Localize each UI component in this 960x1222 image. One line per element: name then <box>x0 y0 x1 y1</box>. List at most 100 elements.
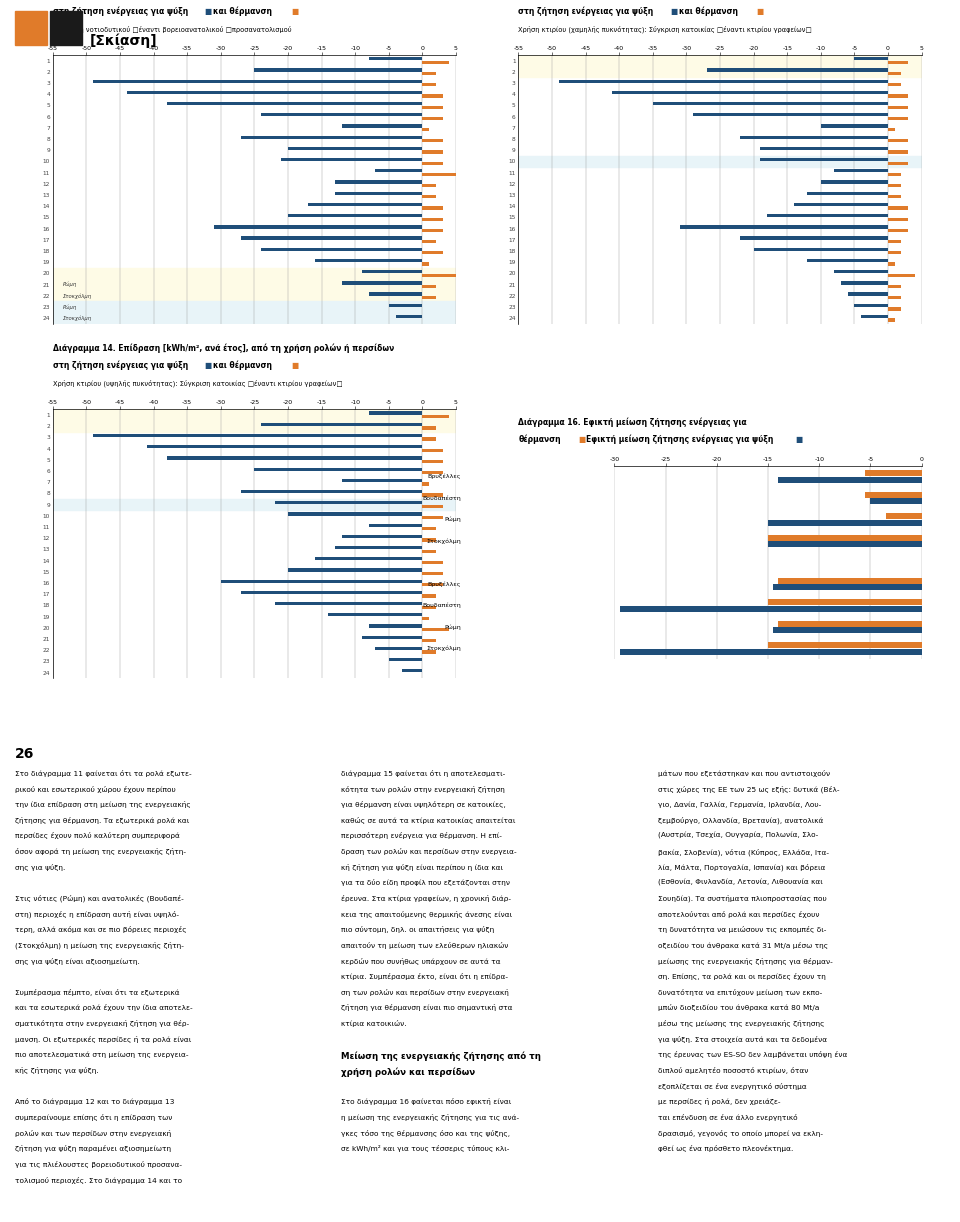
Bar <box>315 557 422 561</box>
Bar <box>422 240 436 243</box>
Bar <box>888 274 915 277</box>
Bar <box>888 161 908 165</box>
Text: σης για ψύξη.: σης για ψύξη. <box>15 864 65 871</box>
Text: (Εσθονία, Φινλανδία, Λετονία, Λιθουανία και: (Εσθονία, Φινλανδία, Λετονία, Λιθουανία … <box>658 880 823 886</box>
Bar <box>254 468 422 470</box>
Bar <box>834 270 888 274</box>
Text: μάτων που εξετάστηκαν και που αντιστοιχούν: μάτων που εξετάστηκαν και που αντιστοιχο… <box>658 770 829 777</box>
Bar <box>261 248 422 251</box>
Bar <box>422 494 443 497</box>
Text: Μείωση της ενεργειακής ζήτησης από τη: Μείωση της ενεργειακής ζήτησης από τη <box>341 1051 540 1061</box>
Bar <box>53 409 456 420</box>
Text: Από το διάγραμμα 12 και το διάγραμμα 13: Από το διάγραμμα 12 και το διάγραμμα 13 <box>15 1099 175 1106</box>
Text: γκες τόσο της θέρμανσης όσο και της ψύξης,: γκες τόσο της θέρμανσης όσο και της ψύξη… <box>341 1129 510 1136</box>
Text: όσον αφορά τη μείωση της ενεργειακής ζήτη-: όσον αφορά τη μείωση της ενεργειακής ζήτ… <box>15 848 186 855</box>
Text: για θέρμανση είναι υψηλότερη σε κατοικίες,: για θέρμανση είναι υψηλότερη σε κατοικίε… <box>341 802 506 808</box>
Bar <box>335 192 422 194</box>
Text: κτίρια κατοικιών.: κτίρια κατοικιών. <box>341 1020 406 1028</box>
Bar <box>288 214 422 218</box>
Bar <box>342 281 422 285</box>
Text: Διάγραμμα 14. Επίδραση [kWh/m², ανά έτος], από τη χρήση ρολών ή περσίδων: Διάγραμμα 14. Επίδραση [kWh/m², ανά έτος… <box>53 343 394 353</box>
Text: την ίδια επίδραση στη μείωση της ενεργειακής: την ίδια επίδραση στη μείωση της ενεργει… <box>15 802 191 808</box>
Bar <box>760 158 888 161</box>
Bar <box>369 624 422 628</box>
Text: δυνατότητα να επιτύχουν μείωση των εκπο-: δυνατότητα να επιτύχουν μείωση των εκπο- <box>658 989 822 996</box>
Text: στις χώρες της ΕΕ των 25 ως εξής: δυτικά (Βέλ-: στις χώρες της ΕΕ των 25 ως εξής: δυτικά… <box>658 786 839 793</box>
Text: Βουδαπέστη: Βουδαπέστη <box>422 495 461 501</box>
Bar <box>422 527 436 530</box>
Text: Σύγκριση νοτιοδυτικού □έναντι βορειοανατολικού □προσανατολισμού: Σύγκριση νοτιοδυτικού □έναντι βορειοανατ… <box>53 26 292 33</box>
Bar <box>888 207 908 210</box>
Bar <box>275 501 422 505</box>
Text: έρευνα. Στα κτίρια γραφείων, η χρονική διάρ-: έρευνα. Στα κτίρια γραφείων, η χρονική δ… <box>341 895 511 902</box>
Text: της έρευνας των ES-SO δεν λαμβάνεται υπόψη ένα: της έρευνας των ES-SO δεν λαμβάνεται υπό… <box>658 1051 847 1058</box>
Text: Διάγραμμα 16. Εφικτή μείωση ζήτησης ενέργειας για: Διάγραμμα 16. Εφικτή μείωση ζήτησης ενέρ… <box>518 417 747 426</box>
Text: ται επένδυση σε ένα άλλο ενεργητικό: ται επένδυση σε ένα άλλο ενεργητικό <box>658 1114 797 1121</box>
Text: περισσότερη ενέργεια για θέρμανση. Η επί-: περισσότερη ενέργεια για θέρμανση. Η επί… <box>341 832 502 840</box>
Bar <box>807 192 888 194</box>
Text: σης για ψύξη είναι αξιοσημείωτη.: σης για ψύξη είναι αξιοσημείωτη. <box>15 958 140 964</box>
Bar <box>254 68 422 72</box>
Bar <box>422 539 436 541</box>
Bar <box>619 649 922 655</box>
Text: Στο διάγραμμα 16 φαίνεται πόσο εφικτή είναι: Στο διάγραμμα 16 φαίνεται πόσο εφικτή εί… <box>341 1099 511 1106</box>
Text: με περσίδες ή ρολά, δεν χρειάζε-: με περσίδες ή ρολά, δεν χρειάζε- <box>658 1099 780 1106</box>
Text: ζήτηση για ψύξη παραμένει αξιοσημείωτη: ζήτηση για ψύξη παραμένει αξιοσημείωτη <box>15 1145 172 1152</box>
Text: αποτελούνται από ρολά και περσίδες έχουν: αποτελούνται από ρολά και περσίδες έχουν <box>658 910 819 918</box>
Bar <box>422 252 443 254</box>
Bar <box>375 646 422 650</box>
Text: δρασισμό, γεγονός το οποίο μπορεί να εκλη-: δρασισμό, γεγονός το οποίο μπορεί να εκλ… <box>658 1129 823 1136</box>
Bar <box>288 512 422 516</box>
Bar <box>888 72 901 76</box>
Text: Βρυξέλλες: Βρυξέλλες <box>427 474 461 479</box>
Bar <box>773 584 922 590</box>
Bar <box>147 445 422 448</box>
Text: μείωσης της ενεργειακής ζήτησης για θέρμαν-: μείωσης της ενεργειακής ζήτησης για θέρμ… <box>658 958 832 964</box>
Bar <box>779 621 922 627</box>
Bar <box>422 516 443 519</box>
Bar <box>841 281 888 285</box>
Bar <box>871 499 922 505</box>
Bar <box>422 448 443 452</box>
Bar <box>422 628 449 632</box>
Text: κτίρια. Συμπέρασμα έκτο, είναι ότι η επίδρα-: κτίρια. Συμπέρασμα έκτο, είναι ότι η επί… <box>341 973 508 980</box>
Bar <box>768 643 922 649</box>
Bar <box>888 94 908 98</box>
Bar <box>53 499 456 511</box>
Bar <box>241 136 422 139</box>
Text: ■: ■ <box>756 7 764 16</box>
Bar <box>422 94 443 98</box>
Bar <box>369 292 422 296</box>
Bar <box>760 147 888 150</box>
Text: Χρήση κτιρίου (χαμηλής πυκνότητας): Σύγκριση κατοικίας □έναντι κτιρίου γραφείων□: Χρήση κτιρίου (χαμηλής πυκνότητας): Σύγκ… <box>518 26 812 33</box>
Bar <box>619 606 922 612</box>
Bar <box>422 426 436 430</box>
Text: (Στοκχόλμη) η μείωση της ενεργειακής ζήτη-: (Στοκχόλμη) η μείωση της ενεργειακής ζήτ… <box>15 942 184 949</box>
Text: απαιτούν τη μείωση των ελεύθερων ηλιακών: απαιτούν τη μείωση των ελεύθερων ηλιακών <box>341 942 508 949</box>
Bar <box>768 599 922 605</box>
Bar <box>422 483 429 485</box>
Bar <box>402 670 422 672</box>
Text: Συμπέρασμα πέμπτο, είναι ότι τα εξωτερικά: Συμπέρασμα πέμπτο, είναι ότι τα εξωτερικ… <box>15 989 180 996</box>
Bar <box>422 606 436 609</box>
Bar <box>241 490 422 494</box>
Bar <box>422 550 436 552</box>
Text: Ρώμη: Ρώμη <box>444 517 461 522</box>
Bar <box>93 79 422 83</box>
Text: 26: 26 <box>15 748 35 761</box>
Bar <box>422 505 443 508</box>
Text: Ρώμη: Ρώμη <box>62 304 77 310</box>
Text: και θέρμανση: και θέρμανση <box>213 6 272 16</box>
Bar <box>221 579 422 583</box>
Text: πιο σύντομη, δηλ. οι απαιτήσεις για ψύξη: πιο σύντομη, δηλ. οι απαιτήσεις για ψύξη <box>341 926 494 934</box>
Text: ■: ■ <box>670 7 678 16</box>
Bar <box>680 225 888 229</box>
Text: ■: ■ <box>204 362 212 370</box>
Text: ση των ρολών και περσίδων στην ενεργειακή: ση των ρολών και περσίδων στην ενεργειακ… <box>341 989 509 996</box>
Text: Βρυξέλλες: Βρυξέλλες <box>427 582 461 587</box>
Bar <box>740 136 888 139</box>
Bar <box>888 150 908 154</box>
Bar <box>653 101 888 105</box>
Bar <box>707 68 888 72</box>
Text: περσίδες έχουν πολύ καλύτερη συμπεριφορά: περσίδες έχουν πολύ καλύτερη συμπεριφορά <box>15 832 180 840</box>
